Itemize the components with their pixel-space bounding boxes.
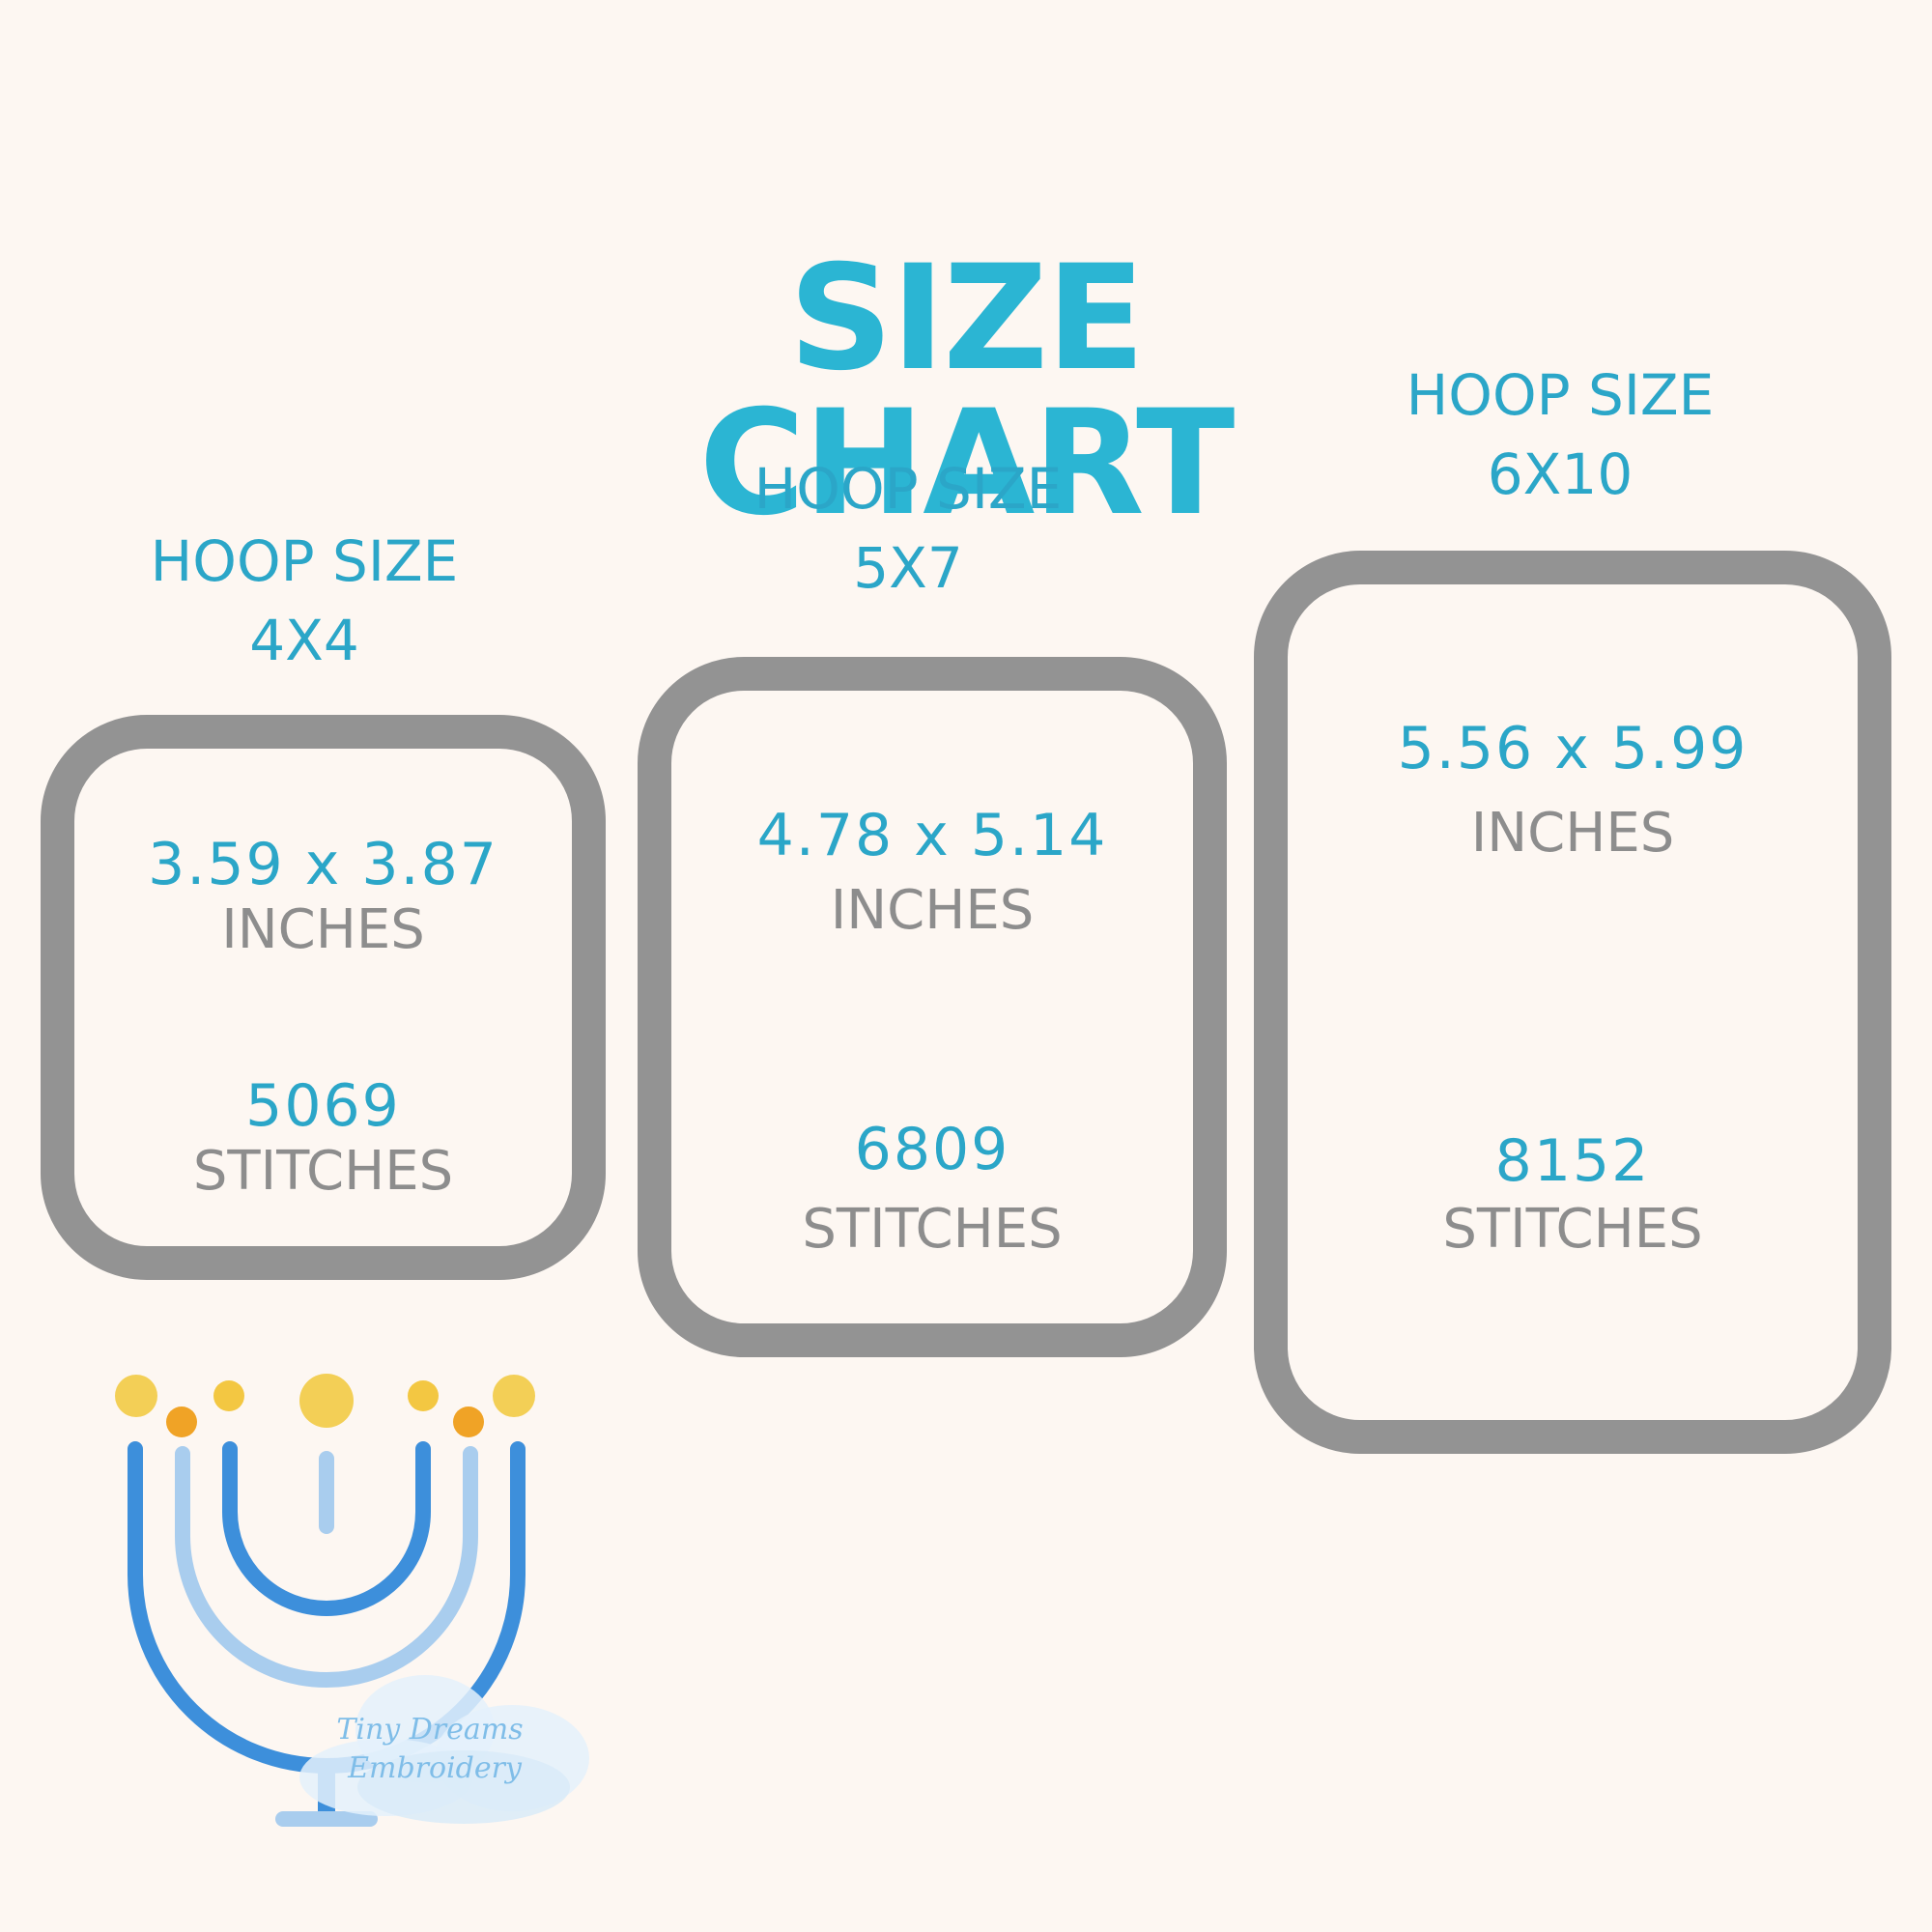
page-title: SIZE CHART xyxy=(698,235,1236,548)
flame-icon xyxy=(115,1375,157,1417)
hoop-label-4x4: HOOP SIZE 4X4 xyxy=(82,522,526,680)
hoop-dimensions-5x7: 4.78 x 5.14 xyxy=(756,802,1108,869)
hoop-frame-5x7 xyxy=(638,657,1227,1357)
menorah-arm xyxy=(175,1446,478,1688)
hoop-dimensions-unit-4x4: INCHES xyxy=(221,898,425,961)
cloud-logo-icon xyxy=(299,1675,589,1824)
hoop-stitches-6x10: 8152 xyxy=(1494,1127,1651,1195)
flame-icon xyxy=(493,1375,535,1417)
hoop-stitches-unit-5x7: STITCHES xyxy=(802,1198,1063,1261)
hoop-label-5x7: HOOP SIZE 5X7 xyxy=(686,449,1130,608)
watermark-line2: Embroidery xyxy=(347,1751,523,1785)
hoop-size-value: 4X4 xyxy=(249,608,359,673)
hoop-size-value: 5X7 xyxy=(853,535,963,601)
hoop-frame-6x10 xyxy=(1254,551,1891,1454)
flame-icon xyxy=(408,1380,439,1411)
hoop-size-label: HOOP SIZE xyxy=(150,528,459,594)
hoop-label-6x10: HOOP SIZE 6X10 xyxy=(1338,355,1782,514)
hoop-stitches-4x4: 5069 xyxy=(245,1072,401,1140)
flame-icon xyxy=(453,1406,484,1437)
hoop-dimensions-unit-6x10: INCHES xyxy=(1470,802,1675,865)
hoop-dimensions-6x10: 5.56 x 5.99 xyxy=(1397,715,1748,782)
hoop-size-value: 6X10 xyxy=(1487,441,1634,507)
hoop-stitches-unit-6x10: STITCHES xyxy=(1442,1198,1703,1261)
menorah-arm xyxy=(222,1441,431,1616)
menorah-icon: Tiny Dreams Embroidery xyxy=(115,1374,589,1827)
watermark-line1: Tiny Dreams xyxy=(336,1713,523,1747)
menorah-base xyxy=(275,1811,378,1827)
hoop-size-label: HOOP SIZE xyxy=(1406,362,1715,428)
hoop-dimensions-unit-5x7: INCHES xyxy=(830,879,1035,942)
flame-icon xyxy=(299,1374,354,1428)
hoop-dimensions-4x4: 3.59 x 3.87 xyxy=(148,831,498,898)
hoop-stitches-5x7: 6809 xyxy=(854,1116,1010,1183)
hoop-stitches-unit-4x4: STITCHES xyxy=(192,1140,454,1203)
flame-icon xyxy=(213,1380,244,1411)
flame-icon xyxy=(166,1406,197,1437)
hoop-frame-4x4 xyxy=(41,715,606,1280)
hoop-size-label: HOOP SIZE xyxy=(753,456,1063,522)
